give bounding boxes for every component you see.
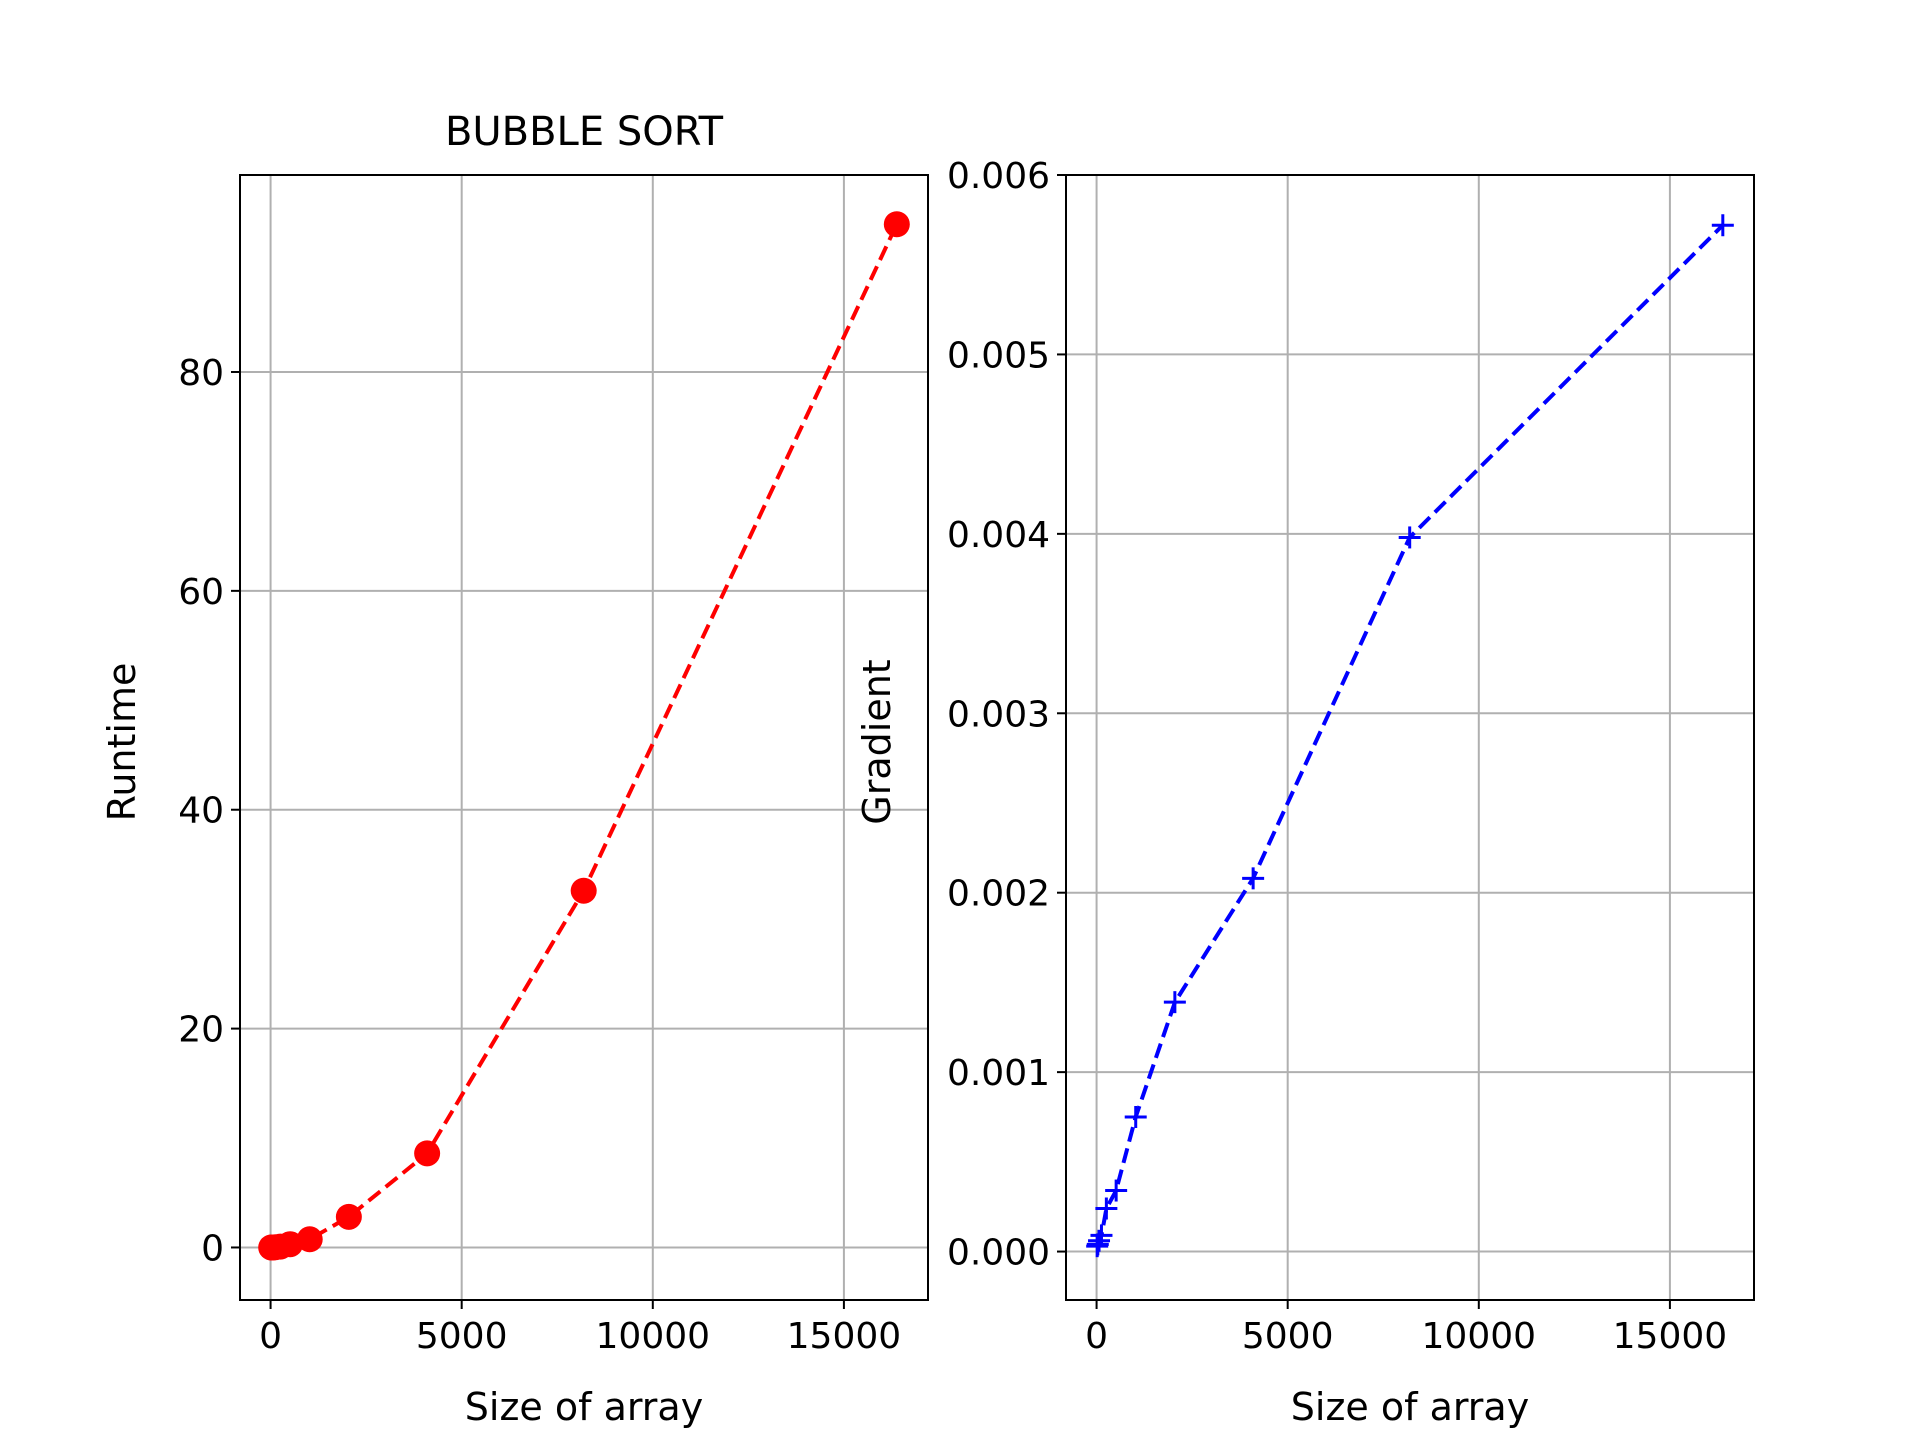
chart-title: BUBBLE SORT [445, 109, 724, 155]
data-point [1163, 991, 1186, 1014]
tick-labels: 0 5000 10000 15000 0.000 0.001 0.002 0.003 0.004… [947, 156, 1727, 1357]
data-point [1124, 1105, 1147, 1128]
x-tick-label: 5000 [1242, 1316, 1334, 1357]
x-tick-label: 15000 [787, 1316, 902, 1357]
y-tick-label: 0.005 [947, 335, 1050, 376]
x-tick-label: 0 [259, 1316, 282, 1357]
y-tick-label: 0.000 [947, 1233, 1050, 1274]
data-point [1095, 1197, 1118, 1220]
data-series [258, 211, 910, 1261]
data-point [277, 1231, 304, 1258]
tick-labels: 0 5000 10000 15000 0 20 40 60 80 [178, 353, 901, 1357]
data-point [296, 1226, 323, 1253]
runtime-subplot: 0 5000 10000 15000 0 20 40 60 80 BUBBLE SORT Siz… [100, 109, 929, 1429]
y-tick-label: 0.006 [947, 156, 1050, 197]
x-tick-label: 0 [1085, 1316, 1108, 1357]
y-tick-label: 60 [178, 572, 224, 613]
y-tick-label: 40 [178, 791, 224, 832]
x-tick-label: 15000 [1613, 1316, 1728, 1357]
data-point [570, 877, 597, 904]
y-tick-label: 0.003 [947, 694, 1050, 735]
data-point [1711, 214, 1734, 237]
data-point [1242, 867, 1265, 890]
x-tick-label: 10000 [596, 1316, 711, 1357]
plot-area [1066, 175, 1754, 1300]
x-axis-label: Size of array [1291, 1385, 1529, 1429]
axes-frame [1065, 174, 1755, 1301]
y-tick-label: 0.004 [947, 515, 1050, 556]
x-tick-label: 10000 [1422, 1316, 1537, 1357]
grid-lines [240, 175, 928, 1300]
data-point [414, 1140, 441, 1167]
x-axis-label: Size of array [465, 1385, 703, 1429]
gradient-subplot: 0 5000 10000 15000 0.000 0.001 0.002 0.003 0.004… [855, 156, 1755, 1429]
data-series [1086, 214, 1734, 1258]
grid-lines [1066, 174, 1754, 1300]
x-tick-label: 5000 [416, 1316, 508, 1357]
y-axis-label: Gradient [855, 659, 899, 824]
data-point [883, 211, 910, 238]
data-point [1105, 1179, 1128, 1202]
data-point [1090, 1224, 1113, 1247]
tick-marks [231, 370, 845, 1309]
y-axis-label: Runtime [100, 663, 144, 822]
y-tick-label: 0.001 [947, 1053, 1050, 1094]
y-tick-label: 0.002 [947, 874, 1050, 915]
y-tick-label: 80 [178, 353, 224, 394]
data-point [1088, 1229, 1111, 1252]
y-tick-label: 0 [201, 1228, 224, 1269]
data-point [1398, 526, 1421, 549]
data-point [335, 1203, 362, 1230]
plot-area [240, 175, 928, 1300]
tick-marks [1057, 174, 1671, 1309]
y-tick-label: 20 [178, 1010, 224, 1051]
axes-frame [239, 174, 929, 1301]
